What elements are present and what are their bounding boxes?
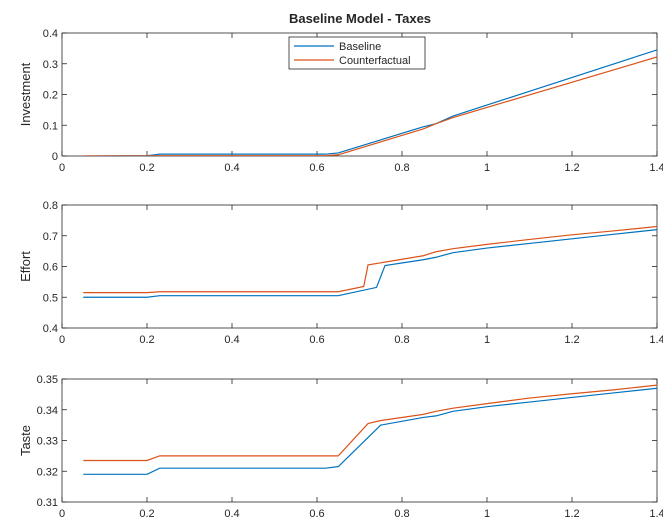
effort-y-tick-label: 0.6 [43, 262, 58, 274]
taste-x-tick-label: 0.6 [309, 508, 324, 520]
legend-label-baseline: Baseline [339, 41, 381, 53]
taste-x-tick-label: 1.2 [564, 508, 579, 520]
taste-y-tick-label: 0.34 [37, 405, 58, 417]
taste-y-tick-label: 0.32 [37, 466, 58, 478]
investment-x-tick-label: 1.4 [649, 162, 663, 174]
taste-y-tick-label: 0.35 [37, 374, 58, 386]
effort-panel: 0 0.2 0.4 0.6 0.8 1 1.2 1.4 0.4 0.5 0.6 0.7 0.8 Effor… [18, 200, 663, 346]
effort-x-tick-label: 1.4 [649, 334, 663, 346]
effort-x-tick-label: 1 [484, 334, 490, 346]
taste-y-tick-label: 0.33 [37, 436, 58, 448]
investment-y-tick-label: 0.3 [43, 59, 58, 71]
figure-title: Baseline Model - Taxes [289, 11, 431, 26]
investment-y-tick-label: 0.4 [43, 28, 58, 40]
effort-y-axis-label: Effort [18, 251, 33, 282]
investment-y-axis-label: Investment [18, 62, 33, 126]
effort-x-tick-label: 1.2 [564, 334, 579, 346]
investment-y-tick-label: 0.2 [43, 90, 58, 102]
effort-x-tick-label: 0.6 [309, 334, 324, 346]
taste-y-tick-label: 0.31 [37, 497, 58, 509]
investment-x-tick-label: 0.2 [139, 162, 154, 174]
taste-x-tick-label: 1.4 [649, 508, 663, 520]
investment-counterfactual-line [83, 56, 657, 156]
effort-x-tick-label: 0.8 [394, 334, 409, 346]
investment-y-tick-label: 0.1 [43, 120, 58, 132]
effort-y-tick-label: 0.8 [43, 200, 58, 212]
panels: 0 0.2 0.4 0.6 0.8 1 1.2 1.4 0 0.1 0.2 0.3 0.4 Investm… [18, 28, 663, 520]
taste-baseline-line [83, 387, 657, 475]
investment-x-tick-label: 1 [484, 162, 490, 174]
effort-x-tick-label: 0.4 [224, 334, 239, 346]
legend-label-counterfactual: Counterfactual [339, 55, 411, 67]
effort-y-tick-label: 0.7 [43, 231, 58, 243]
investment-x-tick-label: 0.6 [309, 162, 324, 174]
investment-baseline-line [83, 49, 657, 156]
taste-x-tick-label: 0.4 [224, 508, 239, 520]
effort-y-tick-label: 0.4 [43, 323, 58, 335]
legend: Baseline Counterfactual [288, 36, 426, 70]
effort-axes-box [61, 204, 658, 329]
taste-x-tick-label: 0.2 [139, 508, 154, 520]
effort-baseline-line [83, 229, 657, 298]
investment-x-tick-label: 0.4 [224, 162, 239, 174]
taste-y-axis-label: Taste [18, 425, 33, 456]
effort-x-tick-label: 0 [59, 334, 65, 346]
effort-y-tick-label: 0.5 [43, 292, 58, 304]
taste-x-tick-label: 0 [59, 508, 65, 520]
taste-x-tick-label: 0.8 [394, 508, 409, 520]
taste-panel: 0 0.2 0.4 0.6 0.8 1 1.2 1.4 0.31 0.32 0.33 0.34 0.35… [18, 374, 663, 520]
effort-counterfactual-line [83, 225, 657, 294]
legend-box [288, 36, 426, 70]
taste-counterfactual-line [83, 384, 657, 462]
effort-x-tick-label: 0.2 [139, 334, 154, 346]
taste-x-tick-label: 1 [484, 508, 490, 520]
investment-x-tick-label: 0.8 [394, 162, 409, 174]
investment-x-tick-label: 0 [59, 162, 65, 174]
investment-x-tick-label: 1.2 [564, 162, 579, 174]
investment-y-tick-label: 0 [52, 151, 58, 163]
